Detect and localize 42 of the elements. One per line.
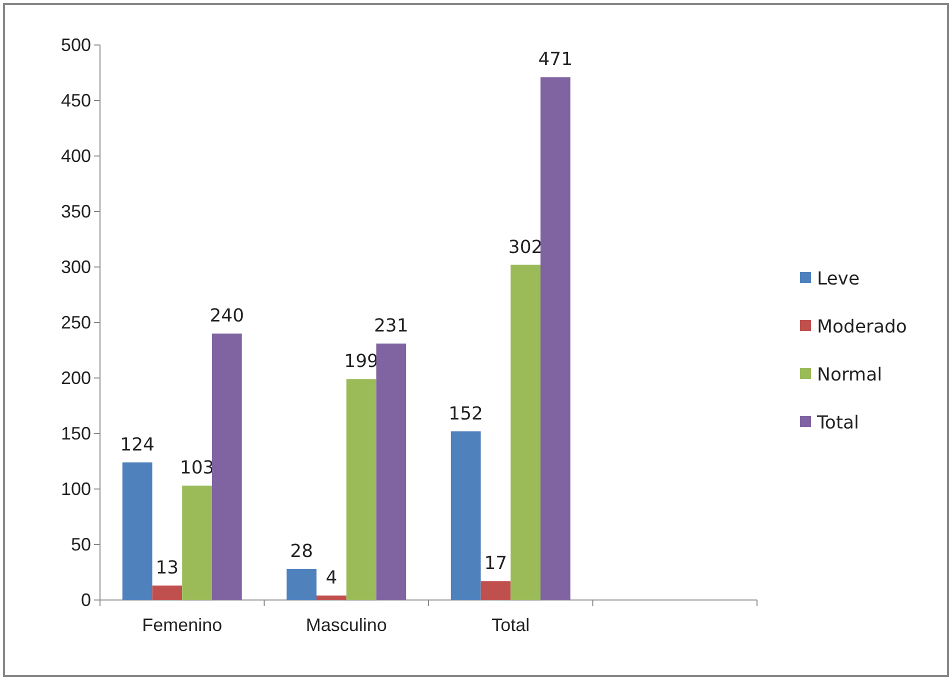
- x-tick-label: Masculino: [306, 614, 387, 635]
- bar: [480, 581, 511, 600]
- bar: [316, 596, 346, 600]
- data-label: 240: [210, 306, 244, 327]
- x-tick-label: Femenino: [142, 614, 222, 635]
- bar: [152, 586, 182, 600]
- data-label: 471: [538, 49, 573, 70]
- data-label: 231: [374, 316, 408, 337]
- data-label: 302: [508, 236, 543, 258]
- y-tick-label: 350: [60, 201, 91, 222]
- y-tick-label: 400: [60, 146, 91, 166]
- legend-label: Moderado: [817, 316, 907, 338]
- bar: [212, 334, 242, 600]
- y-tick-label: 50: [70, 534, 91, 554]
- bar: [376, 344, 406, 600]
- data-label: 103: [180, 458, 214, 479]
- data-label: 199: [344, 351, 378, 372]
- y-tick-label: 300: [60, 256, 91, 277]
- legend-label: Normal: [817, 364, 882, 386]
- y-tick-label: 250: [60, 312, 91, 332]
- data-label: 152: [448, 403, 484, 424]
- x-tick-label: Total: [492, 614, 530, 635]
- y-tick-label: 0: [80, 590, 91, 610]
- y-tick-label: 100: [60, 478, 91, 499]
- bar: [122, 462, 152, 600]
- y-tick-label: 500: [60, 34, 91, 55]
- data-label: 4: [326, 568, 338, 589]
- bar: [286, 568, 317, 600]
- y-tick-label: 450: [60, 90, 91, 110]
- bar: [182, 486, 212, 600]
- data-label: 28: [290, 540, 314, 562]
- bar: [346, 379, 376, 600]
- bar: [510, 264, 540, 600]
- y-tick-label: 150: [60, 423, 91, 444]
- data-label: 17: [484, 553, 508, 574]
- bar: [450, 431, 481, 600]
- bar: [540, 77, 570, 600]
- y-tick-label: 200: [60, 368, 91, 388]
- legend-label: Total: [816, 412, 860, 434]
- legend-label: Leve: [817, 268, 860, 290]
- data-label: 124: [120, 434, 155, 456]
- data-label: 13: [156, 558, 179, 579]
